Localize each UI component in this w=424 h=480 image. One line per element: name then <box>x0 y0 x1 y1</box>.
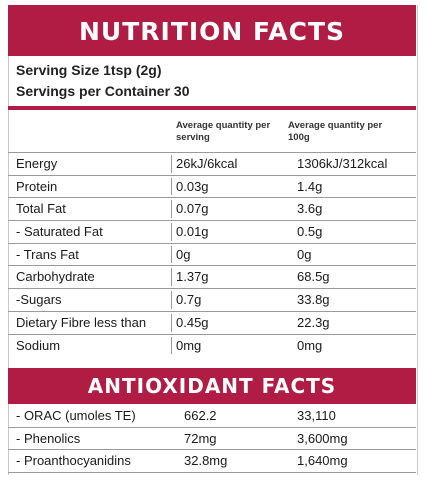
table-row: Sodium 0mg 0mg <box>8 333 416 357</box>
per-serving-value: 32.8mg <box>184 453 228 468</box>
table-row: Carbohydrate 1.37g 68.5g <box>8 265 416 288</box>
antioxidant-name: - Phenolics <box>16 430 81 446</box>
column-divider <box>171 200 172 219</box>
table-row: - Proanthocyanidins 32.8mg 1,640mg <box>8 450 416 473</box>
column-divider <box>171 336 172 355</box>
nutrient-name: -Sugars <box>16 292 62 308</box>
nutrient-name: - Trans Fat <box>16 246 79 262</box>
per-100g-value: 1,640mg <box>297 453 348 468</box>
serving-size: Serving Size 1tsp (2g) <box>16 62 162 78</box>
nutrient-name: Sodium <box>16 337 61 353</box>
nutrient-name: Total Fat <box>16 201 66 217</box>
per-serving-value: 0.45g <box>176 314 209 330</box>
per-100g-value: 0g <box>297 246 312 262</box>
table-row: Dietary Fibre less than 0.45g 22.3g <box>8 310 416 334</box>
per-100g-value: 0.5g <box>297 224 323 240</box>
table-row: Total Fat 0.07g 3.6g <box>8 197 416 220</box>
per-serving-value: 0mg <box>176 337 202 353</box>
nutrition-facts-title: NUTRITION FACTS <box>8 5 416 56</box>
table-row: Energy 26kJ/6kcal 1306kJ/312kcal <box>8 152 416 175</box>
antioxidant-name: - ORAC (umoles TE) <box>16 408 136 423</box>
antioxidant-name: - Proanthocyanidins <box>16 453 131 468</box>
column-divider <box>171 268 172 287</box>
column-divider <box>171 177 172 196</box>
table-row: -Sugars 0.7g 33.8g <box>8 288 416 311</box>
antioxidant-facts-title: ANTIOXIDANT FACTS <box>8 368 416 404</box>
column-divider <box>171 245 172 264</box>
per-100g-value: 33.8g <box>297 292 330 308</box>
nutrient-name: Energy <box>16 156 58 171</box>
per-100g-value: 3.6g <box>297 201 323 217</box>
column-divider <box>171 313 172 332</box>
table-row: Protein 0.03g 1.4g <box>8 174 416 198</box>
per-100g-value: 68.5g <box>297 269 330 285</box>
nutrient-name: Carbohydrate <box>16 269 95 285</box>
per-serving-value: 0.03g <box>176 178 209 194</box>
per-100g-value: 1.4g <box>297 178 323 194</box>
table-row: - Phenolics 72mg 3,600mg <box>8 428 416 450</box>
per-serving-value: 0.7g <box>176 292 202 308</box>
column-header-per-100g: Average quantity per 100g <box>288 120 383 143</box>
column-divider <box>171 223 172 241</box>
per-serving-value: 72mg <box>184 430 217 446</box>
table-row: - Saturated Fat 0.01g 0.5g <box>8 220 416 243</box>
per-serving-value: 0g <box>176 246 191 262</box>
nutrient-name: Dietary Fibre less than <box>16 314 147 330</box>
per-100g-value: 0mg <box>297 337 323 353</box>
label-frame <box>8 5 418 475</box>
per-serving-value: 26kJ/6kcal <box>176 156 238 171</box>
per-serving-value: 1.37g <box>176 269 209 285</box>
column-divider <box>171 155 172 173</box>
section-divider <box>8 106 416 110</box>
column-divider <box>171 291 172 309</box>
per-100g-value: 22.3g <box>297 314 330 330</box>
table-row: - ORAC (umoles TE) 662.2 33,110 <box>8 405 416 428</box>
servings-per-container: Servings per Container 30 <box>16 83 190 99</box>
per-serving-value: 662.2 <box>184 408 217 423</box>
per-100g-value: 3,600mg <box>297 430 348 446</box>
per-serving-value: 0.01g <box>176 224 209 240</box>
nutrient-table: Energy 26kJ/6kcal 1306kJ/312kcal Protein… <box>8 152 416 356</box>
nutrient-name: Protein <box>16 178 58 194</box>
nutrient-name: - Saturated Fat <box>16 224 103 240</box>
antioxidant-table: - ORAC (umoles TE) 662.2 33,110 - Phenol… <box>8 405 416 473</box>
table-row: - Trans Fat 0g 0g <box>8 242 416 266</box>
per-100g-value: 33,110 <box>297 408 336 423</box>
per-100g-value: 1306kJ/312kcal <box>297 156 388 171</box>
per-serving-value: 0.07g <box>176 201 209 217</box>
column-header-per-serving: Average quantity per serving <box>176 120 271 143</box>
